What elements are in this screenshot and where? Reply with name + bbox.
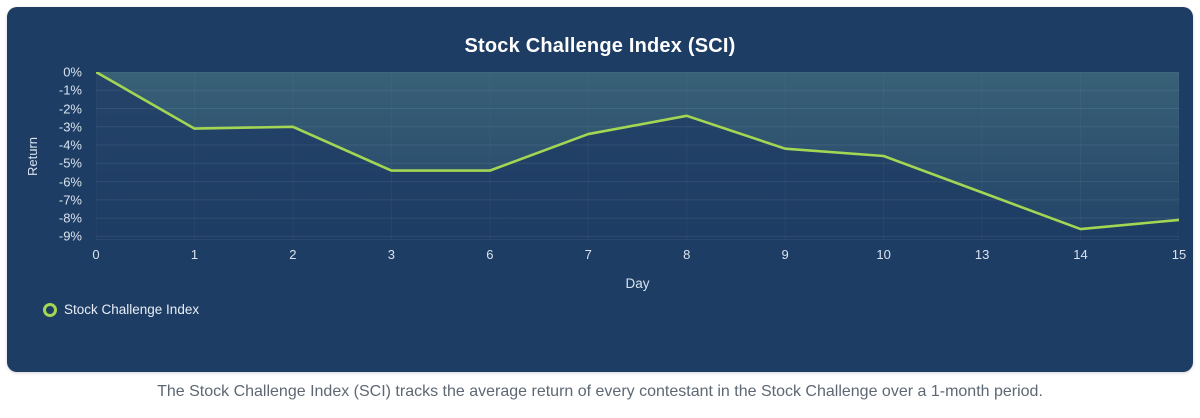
x-tick-label: 14 [1073,247,1088,262]
chart-title: Stock Challenge Index (SCI) [464,35,736,57]
line-chart [96,72,1179,240]
chart-panel: Stock Challenge Index (SCI) Return 0% -1%… [7,7,1193,372]
x-axis-title: Day [625,276,650,291]
x-tick-label: 1 [190,247,199,262]
y-tick-label: -7% [58,192,82,208]
y-tick-label: -6% [58,174,82,190]
y-tick-label: -1% [58,82,82,98]
x-tick-label: 15 [1171,247,1187,262]
x-tick-label: 8 [683,247,691,262]
y-tick-label: 0% [63,64,82,80]
y-tick-label: -9% [58,228,82,244]
y-tick-label: -3% [58,119,82,135]
x-tick-label: 3 [387,247,395,262]
x-tick-label: 9 [781,247,789,262]
legend-item[interactable]: Stock Challenge Index [43,302,199,317]
x-tick-label: 13 [974,247,990,262]
x-tick-label: 2 [289,247,297,262]
y-axis-tick-labels: 0% -1% -2% -3% -4% -5% -6% -7% -8% -9% [7,65,88,244]
caption-text: The Stock Challenge Index (SCI) tracks t… [157,383,1043,400]
y-tick-label: -8% [58,210,82,226]
x-tick-label: 0 [92,247,100,262]
plot-area [96,72,1179,240]
x-axis-tick-labels: 0 1 2 3 6 7 8 9 10 13 14 15 [92,247,1186,263]
y-tick-label: -5% [58,155,82,171]
y-tick-label: -4% [58,137,82,153]
x-tick-label: 10 [876,247,891,262]
y-tick-label: -2% [58,101,82,117]
legend-marker-icon [43,302,57,317]
x-tick-label: 6 [486,247,494,262]
x-tick-label: 7 [584,247,592,262]
legend-label: Stock Challenge Index [64,302,200,317]
